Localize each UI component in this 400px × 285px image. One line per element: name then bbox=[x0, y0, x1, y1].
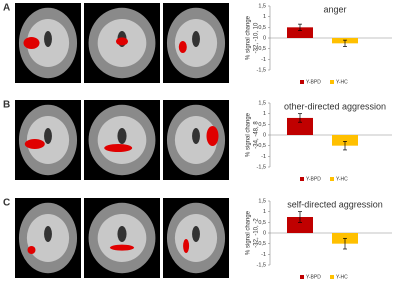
bar bbox=[287, 217, 313, 233]
brain-ventricle bbox=[192, 31, 200, 47]
brain-ventricle bbox=[44, 31, 52, 47]
y-tick-label: -1 bbox=[261, 154, 266, 160]
legend-swatch bbox=[330, 80, 334, 84]
y-tick-label: -1 bbox=[261, 57, 266, 63]
y-tick-label: 1,5 bbox=[258, 100, 266, 106]
y-axis-label: -32, -10, 10 bbox=[254, 22, 260, 53]
legend-swatch bbox=[300, 80, 304, 84]
y-axis-label: % signal change bbox=[246, 210, 252, 255]
y-tick-label: 1 bbox=[263, 14, 266, 20]
legend-label: Y-HC bbox=[336, 176, 348, 182]
activation bbox=[23, 37, 40, 49]
activation bbox=[206, 126, 219, 146]
y-axis-label: % signal change bbox=[246, 112, 252, 157]
brain-ventricle bbox=[44, 128, 52, 144]
y-tick-label: 0 bbox=[263, 35, 266, 41]
y-tick-label: -1,5 bbox=[257, 67, 266, 73]
y-tick-label: -1 bbox=[261, 252, 266, 258]
legend-label: Y-HC bbox=[336, 79, 348, 85]
legend-label: Y-BPD bbox=[306, 176, 321, 182]
activation bbox=[104, 144, 133, 152]
y-tick-label: -1,5 bbox=[257, 164, 266, 170]
legend-swatch bbox=[300, 177, 304, 181]
activation bbox=[27, 246, 36, 254]
brain-ventricle bbox=[192, 226, 200, 242]
bar bbox=[287, 27, 313, 38]
legend-label: Y-HC bbox=[336, 274, 348, 280]
y-tick-label: 1,5 bbox=[258, 3, 266, 9]
y-tick-label: -0,5 bbox=[257, 241, 266, 247]
y-tick-label: 1,5 bbox=[258, 198, 266, 204]
legend-label: Y-BPD bbox=[306, 274, 321, 280]
panel-label: C bbox=[3, 198, 10, 209]
y-tick-label: -1,5 bbox=[257, 262, 266, 268]
activation bbox=[24, 139, 45, 149]
activation bbox=[110, 244, 134, 251]
activation bbox=[183, 239, 190, 253]
legend-swatch bbox=[330, 275, 334, 279]
brain-ventricle bbox=[117, 128, 127, 144]
y-tick-label: 0,5 bbox=[258, 25, 266, 31]
brain-ventricle bbox=[192, 128, 200, 144]
y-tick-label: 0 bbox=[263, 132, 266, 138]
chart-title: other-directed aggression bbox=[284, 101, 386, 111]
chart-title: anger bbox=[323, 4, 346, 14]
y-tick-label: 0,5 bbox=[258, 122, 266, 128]
legend-swatch bbox=[330, 177, 334, 181]
y-tick-label: -0,5 bbox=[257, 46, 266, 52]
y-axis-label: % signal change bbox=[246, 15, 252, 60]
legend-label: Y-BPD bbox=[306, 79, 321, 85]
panel-label: A bbox=[3, 3, 10, 14]
y-tick-label: 1 bbox=[263, 111, 266, 117]
y-axis-label: -32, -10, -2 bbox=[254, 218, 260, 248]
y-tick-label: 1 bbox=[263, 209, 266, 215]
y-tick-label: -0,5 bbox=[257, 143, 266, 149]
brain-ventricle bbox=[117, 226, 127, 242]
y-tick-label: 0,5 bbox=[258, 220, 266, 226]
y-tick-label: 0 bbox=[263, 230, 266, 236]
legend-swatch bbox=[300, 275, 304, 279]
brain-ventricle bbox=[44, 226, 52, 242]
chart-title: self-directed aggression bbox=[287, 199, 383, 209]
bar bbox=[287, 117, 313, 135]
panel-label: B bbox=[3, 100, 10, 111]
activation bbox=[116, 37, 128, 46]
y-axis-label: -34, -48, 8 bbox=[254, 121, 260, 149]
bar bbox=[332, 135, 358, 146]
activation bbox=[178, 41, 187, 53]
